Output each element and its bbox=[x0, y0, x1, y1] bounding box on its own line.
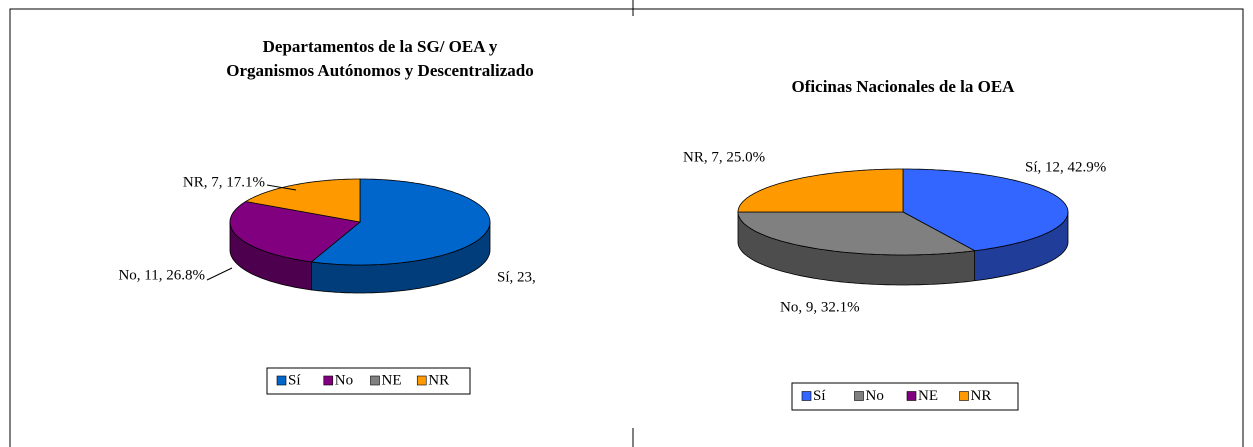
slice bbox=[737, 211, 976, 256]
legend-swatch bbox=[959, 391, 969, 401]
legend-swatch bbox=[906, 391, 917, 401]
legend-label: Sí bbox=[813, 388, 826, 404]
data-label: NR, 7, 17.1% bbox=[183, 174, 265, 190]
data-label: NR, 7, 25.0% bbox=[683, 149, 765, 165]
slice bbox=[737, 168, 904, 213]
slice bbox=[229, 201, 361, 263]
data-label: Sí, 12, 42.9% bbox=[1025, 159, 1106, 175]
chart-title: Organismos Autónomos y Descentralizado bbox=[226, 61, 533, 80]
chart: Departamentos de la SG/ OEA y Organismos … bbox=[118, 37, 536, 395]
legend-label: NR bbox=[971, 388, 992, 404]
legend-label: NR bbox=[428, 372, 449, 388]
legend-label: NE bbox=[918, 388, 938, 404]
legend-box bbox=[266, 367, 471, 395]
legend-swatch bbox=[323, 375, 334, 386]
legend-label: No bbox=[335, 372, 353, 388]
leader-line bbox=[206, 267, 233, 281]
legend-label: Sí bbox=[288, 372, 301, 388]
legend-box bbox=[791, 382, 1019, 411]
legend-swatch bbox=[370, 375, 380, 386]
legend-label: No bbox=[866, 388, 884, 404]
chart: Oficinas Nacionales de la OEA Sí, 12, 42.… bbox=[683, 77, 1106, 411]
legend-swatch bbox=[416, 375, 427, 386]
slice bbox=[310, 178, 491, 266]
slice bbox=[902, 168, 1069, 252]
chart-title: Departamentos de la SG/ OEA y bbox=[263, 37, 498, 56]
data-label: No, 9, 32.1% bbox=[780, 299, 860, 315]
chart-title: Oficinas Nacionales de la OEA bbox=[792, 77, 1016, 96]
leader-line bbox=[266, 184, 297, 191]
data-label: Sí, 23, bbox=[497, 269, 536, 285]
legend-swatch bbox=[854, 391, 864, 401]
frame bbox=[9, 8, 1244, 447]
data-label: No, 11, 26.8% bbox=[118, 267, 205, 283]
slice bbox=[244, 178, 361, 223]
legend-swatch bbox=[801, 391, 812, 401]
legend-label: NE bbox=[382, 372, 402, 388]
legend-swatch bbox=[276, 375, 287, 386]
